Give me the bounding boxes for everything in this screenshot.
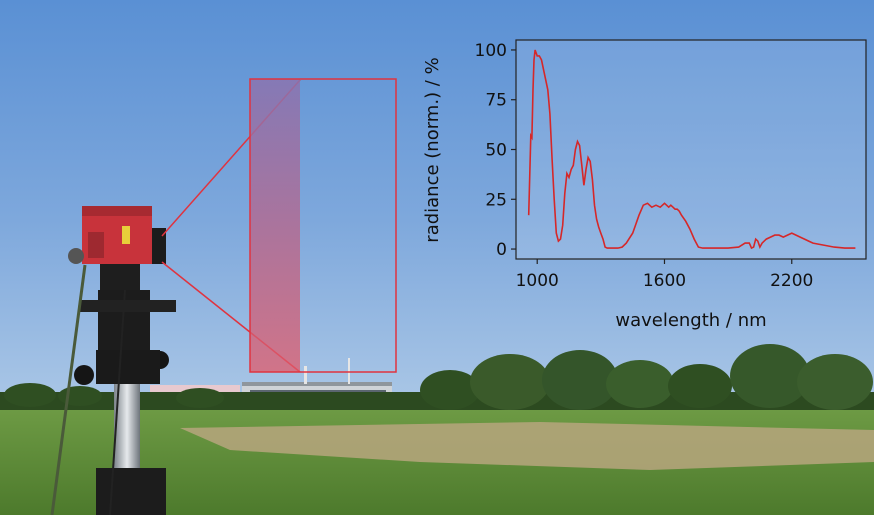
field-of-view-box	[249, 78, 397, 373]
hyperspectral-camera	[68, 206, 166, 290]
dry-patch	[180, 422, 874, 470]
tripod	[50, 244, 176, 515]
scan-slit	[250, 79, 300, 372]
tree-line	[0, 344, 874, 414]
